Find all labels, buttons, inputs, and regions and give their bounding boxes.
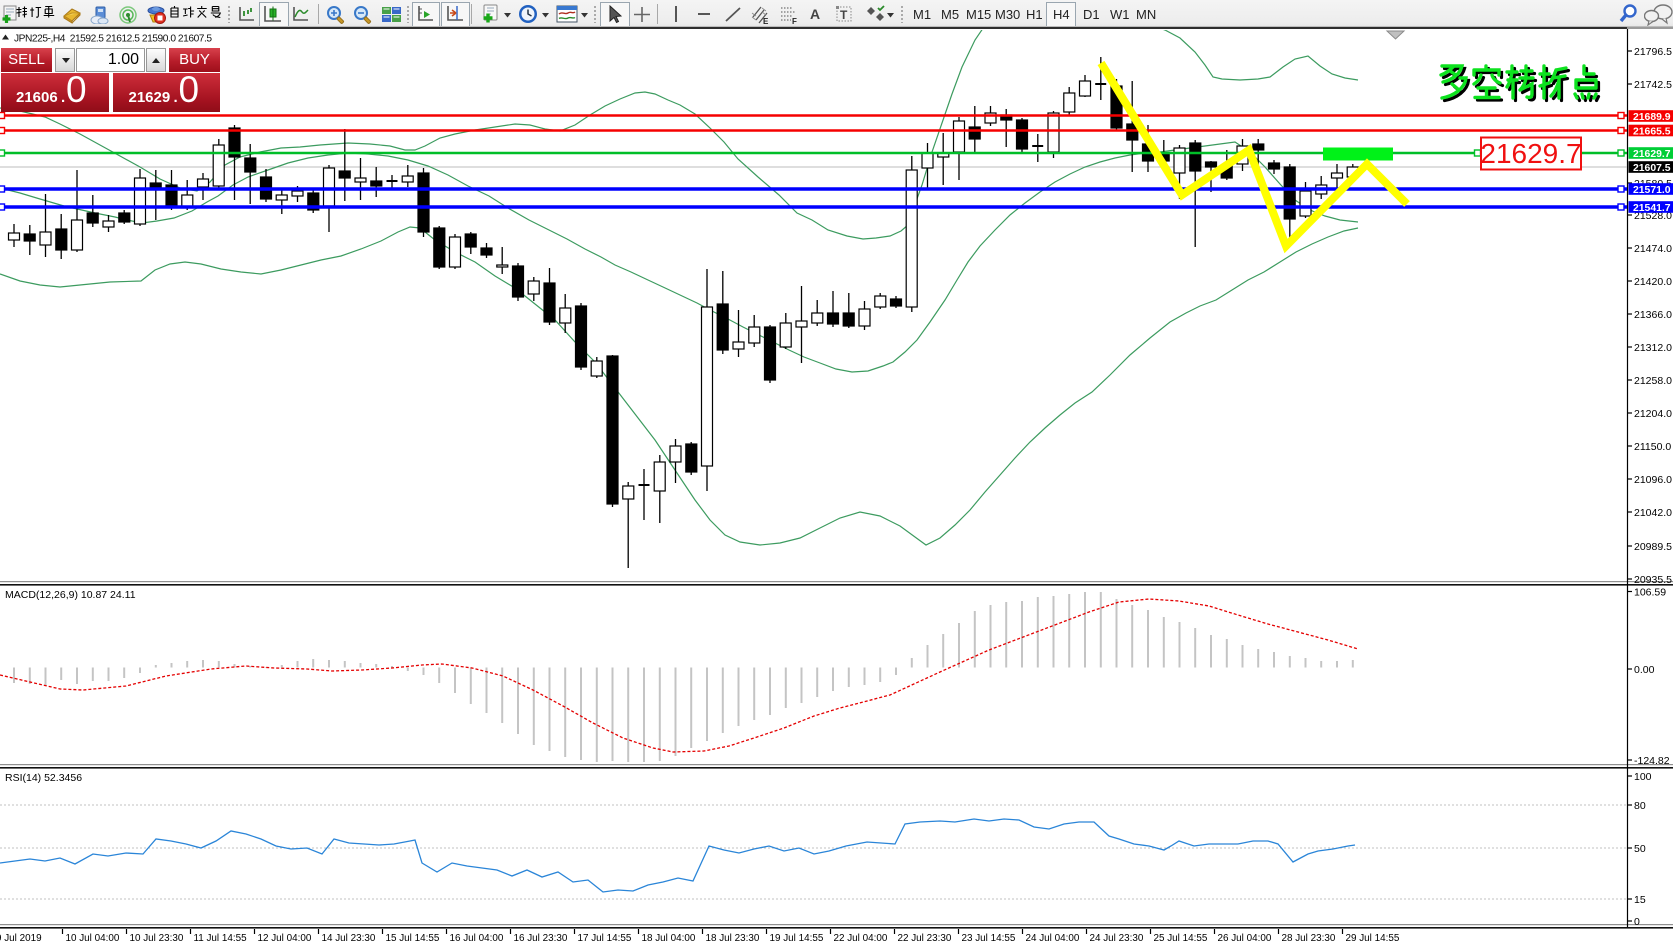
svg-text:21042.0: 21042.0 — [1634, 507, 1672, 519]
svg-text:9 Jul 2019: 9 Jul 2019 — [0, 933, 42, 944]
svg-text:18 Jul 23:30: 18 Jul 23:30 — [706, 933, 760, 944]
svg-text:21366.0: 21366.0 — [1634, 309, 1672, 321]
svg-text:100: 100 — [1634, 771, 1652, 783]
svg-text:21474.0: 21474.0 — [1634, 243, 1672, 255]
svg-text:106.59: 106.59 — [1634, 587, 1666, 599]
svg-text:23 Jul 14:55: 23 Jul 14:55 — [962, 933, 1016, 944]
svg-text:24 Jul 23:30: 24 Jul 23:30 — [1090, 933, 1144, 944]
svg-text:19 Jul 14:55: 19 Jul 14:55 — [770, 933, 824, 944]
svg-text:21629.7: 21629.7 — [1480, 138, 1581, 169]
svg-text:15: 15 — [1634, 894, 1646, 906]
svg-text:24 Jul 04:00: 24 Jul 04:00 — [1026, 933, 1080, 944]
svg-text:21689.9: 21689.9 — [1633, 112, 1671, 123]
svg-text:10 Jul 04:00: 10 Jul 04:00 — [66, 933, 120, 944]
svg-text:21312.0: 21312.0 — [1634, 342, 1672, 354]
svg-text:F: F — [792, 17, 797, 25]
svg-text:17 Jul 14:55: 17 Jul 14:55 — [578, 933, 632, 944]
svg-text:0: 0 — [1634, 916, 1640, 928]
svg-text:80: 80 — [1634, 800, 1646, 812]
svg-text:21420.0: 21420.0 — [1634, 276, 1672, 288]
svg-text:21150.0: 21150.0 — [1634, 441, 1671, 453]
svg-text:21607.5: 21607.5 — [1633, 163, 1671, 174]
svg-text:RSI(14) 52.3456: RSI(14) 52.3456 — [5, 772, 82, 784]
svg-text:22 Jul 23:30: 22 Jul 23:30 — [898, 933, 952, 944]
svg-text:18 Jul 04:00: 18 Jul 04:00 — [642, 933, 696, 944]
svg-text:20935.5: 20935.5 — [1634, 574, 1672, 586]
svg-text:21096.0: 21096.0 — [1634, 474, 1672, 486]
svg-text:21571.0: 21571.0 — [1633, 185, 1671, 196]
svg-text:21742.5: 21742.5 — [1634, 79, 1672, 91]
svg-text:10 Jul 23:30: 10 Jul 23:30 — [130, 933, 184, 944]
svg-text:21541.7: 21541.7 — [1633, 203, 1671, 214]
svg-text:11 Jul 14:55: 11 Jul 14:55 — [194, 933, 248, 944]
svg-text:T: T — [840, 8, 848, 22]
svg-text:12 Jul 04:00: 12 Jul 04:00 — [258, 933, 312, 944]
svg-text:21665.5: 21665.5 — [1633, 127, 1671, 138]
svg-text:21204.0: 21204.0 — [1634, 408, 1672, 420]
svg-text:JPN225-,H4 21592.5 21612.5 21: JPN225-,H4 21592.5 21612.5 21590.0 21607… — [14, 34, 212, 45]
svg-text:16 Jul 04:00: 16 Jul 04:00 — [450, 933, 504, 944]
svg-text:16 Jul 23:30: 16 Jul 23:30 — [514, 933, 568, 944]
svg-text:20989.5: 20989.5 — [1634, 541, 1672, 553]
svg-text:0.00: 0.00 — [1634, 664, 1655, 676]
svg-text:22 Jul 04:00: 22 Jul 04:00 — [834, 933, 888, 944]
svg-text:MACD(12,26,9) 10.87 24.11: MACD(12,26,9) 10.87 24.11 — [5, 589, 136, 601]
svg-text:-124.82: -124.82 — [1634, 755, 1670, 767]
svg-text:21528.0: 21528.0 — [1634, 210, 1672, 222]
svg-text:21258.0: 21258.0 — [1634, 375, 1672, 387]
svg-text:25 Jul 14:55: 25 Jul 14:55 — [1154, 933, 1208, 944]
svg-text:50: 50 — [1634, 843, 1646, 855]
svg-text:14 Jul 23:30: 14 Jul 23:30 — [322, 933, 376, 944]
svg-text:21796.5: 21796.5 — [1634, 46, 1672, 58]
svg-text:15 Jul 14:55: 15 Jul 14:55 — [386, 933, 440, 944]
svg-text:28 Jul 23:30: 28 Jul 23:30 — [1282, 933, 1336, 944]
svg-text:26 Jul 04:00: 26 Jul 04:00 — [1218, 933, 1272, 944]
svg-text:21629.7: 21629.7 — [1633, 149, 1671, 160]
svg-text:29 Jul 14:55: 29 Jul 14:55 — [1346, 933, 1400, 944]
svg-text:E: E — [763, 17, 769, 25]
